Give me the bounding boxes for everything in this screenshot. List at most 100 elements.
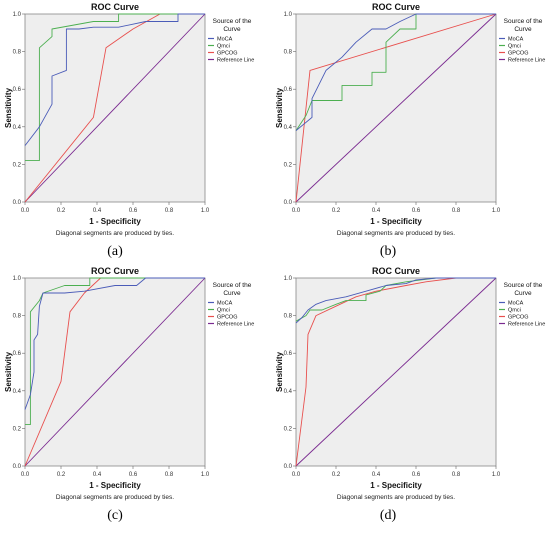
y-tick-label: 0.4	[13, 125, 22, 131]
x-tick-label: 1.0	[492, 472, 501, 478]
y-tick-label: 1.0	[13, 276, 22, 282]
legend-title-line-2: Curve	[223, 290, 241, 297]
y-tick-label: 0.6	[13, 351, 22, 357]
x-tick-label: 0.6	[129, 208, 138, 214]
series-line-qmci	[295, 277, 496, 322]
series-line-reference-line	[295, 277, 497, 467]
legend-label-reference-line: Reference Line	[217, 322, 254, 328]
series-line-reference-line	[24, 13, 206, 203]
x-axis-label: 1 - Specificity	[89, 217, 141, 226]
series-line-reference-line	[295, 13, 497, 203]
series-line-qmci	[25, 13, 205, 162]
y-tick-label: 1.0	[284, 12, 293, 18]
x-tick-label: 0.8	[452, 208, 461, 214]
x-tick-label: 1.0	[201, 472, 210, 478]
legend-label-reference-line: Reference Line	[508, 322, 545, 328]
y-tick-label: 0.6	[284, 87, 293, 93]
series-line-reference-line	[24, 277, 206, 467]
x-tick-label: 0.0	[21, 208, 30, 214]
roc-panel-4: ROC Curve 0.0 0.2 0.4 0.6 0.8 1.0 0.0 0.2 0.4 0.6 0…	[275, 266, 545, 501]
legend-label-gpcog: GPCOG	[217, 51, 237, 57]
y-axis-label: Sensitivity	[4, 87, 13, 128]
legend-title-line-1: Source of the	[504, 282, 543, 289]
panel-label-c: (c)	[107, 508, 123, 523]
y-tick-label: 0.8	[284, 50, 293, 56]
y-tick-label: 1.0	[284, 276, 293, 282]
y-tick-label: 0.2	[284, 426, 293, 432]
footnote: Diagonal segments are produced by ties.	[56, 230, 174, 237]
legend-label-gpcog: GPCOG	[217, 315, 237, 321]
chart-title: ROC Curve	[91, 2, 139, 12]
legend-label-reference-line: Reference Line	[508, 58, 545, 64]
x-tick-label: 0.4	[93, 472, 102, 478]
legend-title-line-2: Curve	[223, 26, 241, 33]
x-tick-label: 0.2	[57, 472, 66, 478]
x-tick-label: 0.0	[21, 472, 30, 478]
x-tick-label: 0.8	[165, 208, 174, 214]
x-tick-label: 0.8	[165, 472, 174, 478]
series-line-gpcog	[295, 277, 496, 467]
legend-title-line-1: Source of the	[213, 18, 252, 25]
panel-label-b: (b)	[379, 244, 397, 259]
series-line-gpcog	[295, 13, 497, 203]
chart-title: ROC Curve	[91, 266, 139, 276]
legend-label-qmci: Qmci	[217, 308, 230, 314]
y-tick-label: 0.0	[284, 464, 293, 470]
x-tick-label: 0.6	[129, 472, 138, 478]
y-axis-label: Sensitivity	[275, 87, 284, 128]
roc-panel-3: ROC Curve 0.0 0.2 0.4 0.6 0.8 1.0 0.0 0.2 0.4 0.6 0…	[4, 266, 254, 501]
roc-panel-1: ROC Curve 0.0 0.2 0.4 0.6 0.8 1.0 0.0 0.2 0.4 0.6 0…	[4, 2, 254, 237]
y-tick-label: 1.0	[13, 12, 22, 18]
y-tick-label: 0.8	[284, 314, 293, 320]
legend-label-moca: MoCA	[217, 37, 233, 43]
x-axis-label: 1 - Specificity	[370, 481, 422, 490]
legend-label-qmci: Qmci	[217, 44, 230, 50]
panel-label-d: (d)	[379, 508, 397, 523]
footnote: Diagonal segments are produced by ties.	[337, 494, 455, 501]
x-tick-label: 0.6	[412, 472, 421, 478]
y-tick-label: 0.4	[284, 125, 293, 131]
chart-title: ROC Curve	[372, 2, 420, 12]
x-axis-label: 1 - Specificity	[370, 217, 422, 226]
y-tick-label: 0.8	[13, 50, 22, 56]
legend-label-gpcog: GPCOG	[508, 51, 528, 57]
x-tick-label: 0.2	[332, 208, 341, 214]
series-line-moca	[295, 277, 496, 324]
y-tick-label: 0.4	[13, 389, 22, 395]
series-line-moca	[295, 13, 496, 131]
x-tick-label: 1.0	[201, 208, 210, 214]
x-tick-label: 0.0	[292, 208, 301, 214]
x-tick-label: 0.4	[93, 208, 102, 214]
x-tick-label: 0.0	[292, 472, 301, 478]
y-axis-label: Sensitivity	[4, 351, 13, 392]
legend-label-gpcog: GPCOG	[508, 315, 528, 321]
footnote: Diagonal segments are produced by ties.	[337, 230, 455, 237]
y-axis-label: Sensitivity	[275, 351, 284, 392]
legend-label-moca: MoCA	[508, 301, 524, 307]
x-tick-label: 0.6	[412, 208, 421, 214]
legend-label-moca: MoCA	[217, 301, 233, 307]
panel-label-a: (a)	[107, 244, 123, 259]
x-axis-label: 1 - Specificity	[89, 481, 141, 490]
x-tick-label: 0.4	[372, 472, 381, 478]
legend-title-line-2: Curve	[514, 26, 532, 33]
legend-label-reference-line: Reference Line	[217, 58, 254, 64]
legend-label-moca: MoCA	[508, 37, 524, 43]
legend-label-qmci: Qmci	[508, 308, 521, 314]
x-tick-label: 0.8	[452, 472, 461, 478]
y-tick-label: 0.4	[284, 389, 293, 395]
y-tick-label: 0.6	[284, 351, 293, 357]
y-tick-label: 0.2	[13, 162, 22, 168]
x-tick-label: 0.2	[57, 208, 66, 214]
chart-title: ROC Curve	[372, 266, 420, 276]
legend-title-line-1: Source of the	[213, 282, 252, 289]
legend-label-qmci: Qmci	[508, 44, 521, 50]
legend-title-line-2: Curve	[514, 290, 532, 297]
footnote: Diagonal segments are produced by ties.	[56, 494, 174, 501]
x-tick-label: 0.4	[372, 208, 381, 214]
series-line-moca	[24, 13, 205, 146]
series-line-moca	[24, 277, 205, 410]
y-tick-label: 0.2	[13, 426, 22, 432]
